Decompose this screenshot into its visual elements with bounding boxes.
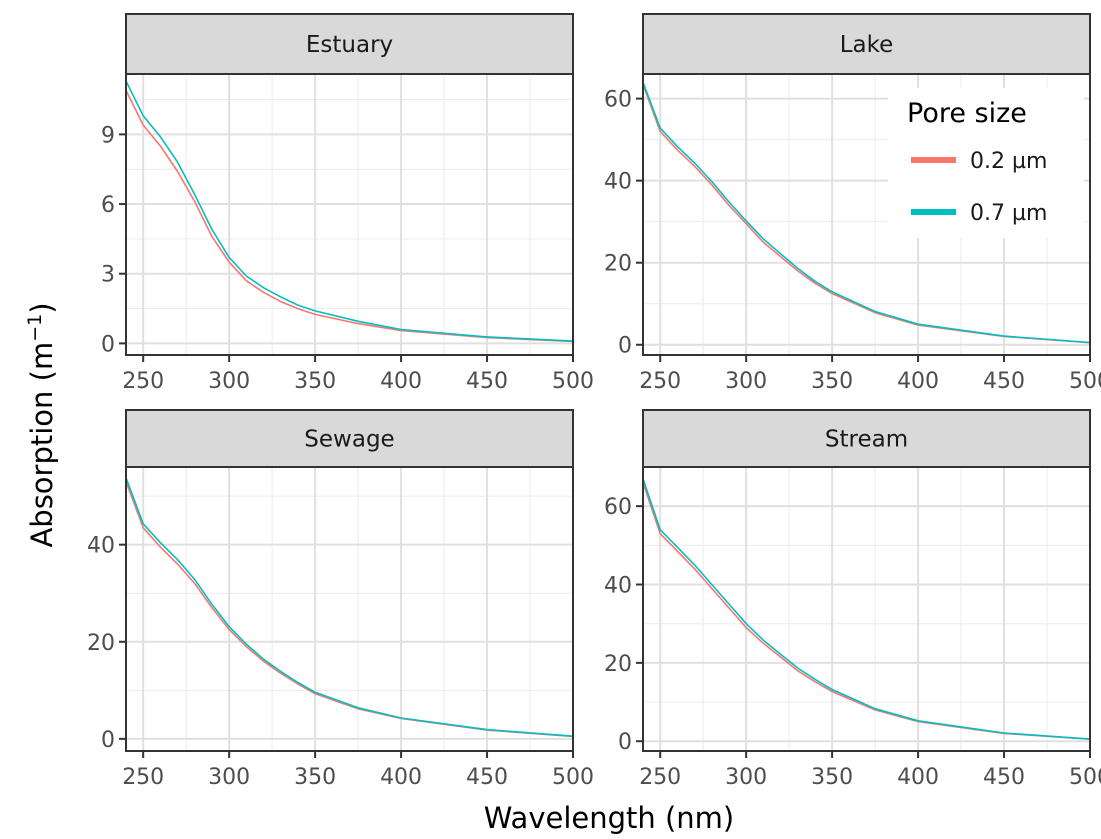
- plot-area: [126, 74, 573, 355]
- x-tick-label: 500: [1069, 369, 1101, 394]
- series-line-07m: [642, 81, 1091, 344]
- x-tick-label: 300: [208, 765, 250, 790]
- y-tick-label: 60: [604, 88, 632, 113]
- series-line-02m: [125, 89, 574, 343]
- y-tick-label: 60: [604, 495, 632, 520]
- y-tick-label: 0: [101, 728, 115, 753]
- y-tick-label: 40: [87, 534, 115, 559]
- x-tick-label: 400: [380, 369, 422, 394]
- x-axis-label: Wavelength (nm): [484, 801, 735, 835]
- panel-estuary: Estuary 0 3 6 9 250 300 350 400 450 500: [101, 13, 594, 394]
- x-tick-label: 400: [897, 765, 939, 790]
- x-tick-label: 250: [639, 369, 681, 394]
- series-line-07m: [642, 478, 1091, 740]
- y-tick-label: 20: [604, 252, 632, 277]
- x-tick-label: 350: [811, 765, 853, 790]
- x-tick-label: 300: [725, 765, 767, 790]
- x-tick-label: 250: [122, 765, 164, 790]
- x-tick-label: 500: [552, 765, 594, 790]
- legend-label: 0.7 µm: [970, 201, 1047, 226]
- x-tick-label: 450: [466, 765, 508, 790]
- x-tick-label: 350: [294, 369, 336, 394]
- series-line-02m: [642, 482, 1091, 740]
- x-tick-label: 450: [983, 369, 1025, 394]
- series-line-07m: [125, 80, 574, 342]
- y-axis-label: Absorption (m−1): [24, 302, 59, 547]
- y-tick-label: 3: [101, 263, 115, 288]
- y-tick-label: 6: [101, 193, 115, 218]
- x-tick-label: 400: [897, 369, 939, 394]
- facet-strip: [125, 13, 574, 75]
- facet-strip-label: Sewage: [304, 427, 394, 453]
- y-tick-label: 0: [101, 332, 115, 357]
- x-tick-label: 250: [639, 765, 681, 790]
- y-tick-label: 0: [618, 730, 632, 755]
- facet-strip: [125, 409, 574, 468]
- y-axis-label-superscript: −1: [24, 314, 46, 342]
- facet-strip-label: Estuary: [306, 32, 393, 58]
- facet-strip-label: Stream: [825, 427, 908, 453]
- y-tick-label: 9: [101, 123, 115, 148]
- legend-label: 0.2 µm: [970, 149, 1047, 174]
- x-tick-label: 450: [983, 765, 1025, 790]
- facet-strip: [642, 13, 1091, 75]
- facet-strip-label: Lake: [840, 32, 894, 58]
- plot-area: [126, 467, 573, 751]
- x-tick-label: 350: [811, 369, 853, 394]
- panel-stream: Stream 0 20 40 60 250 300 350 400 450 500: [604, 409, 1101, 790]
- x-tick-label: 300: [208, 369, 250, 394]
- y-tick-label: 20: [87, 631, 115, 656]
- x-tick-label: 250: [122, 369, 164, 394]
- x-tick-label: 350: [294, 765, 336, 790]
- legend-title: Pore size: [907, 98, 1027, 129]
- legend: Pore size 0.2 µm 0.7 µm: [888, 88, 1084, 238]
- y-tick-label: 40: [604, 574, 632, 599]
- panel-sewage: Sewage 0 20 40 250 300 350 400 450 500: [87, 409, 594, 790]
- y-tick-label: 40: [604, 170, 632, 195]
- y-axis-label-main: Absorption (m: [25, 342, 59, 548]
- series-line-02m: [642, 84, 1091, 344]
- facet-strip: [642, 409, 1091, 468]
- y-tick-label: 20: [604, 652, 632, 677]
- plot-area: [643, 467, 1090, 751]
- x-tick-label: 450: [466, 369, 508, 394]
- x-tick-label: 500: [1069, 765, 1101, 790]
- x-tick-label: 400: [380, 765, 422, 790]
- y-axis-label-close: ): [25, 302, 59, 313]
- x-tick-label: 300: [725, 369, 767, 394]
- series-line-07m: [125, 477, 574, 737]
- y-tick-label: 0: [618, 334, 632, 359]
- x-tick-label: 500: [552, 369, 594, 394]
